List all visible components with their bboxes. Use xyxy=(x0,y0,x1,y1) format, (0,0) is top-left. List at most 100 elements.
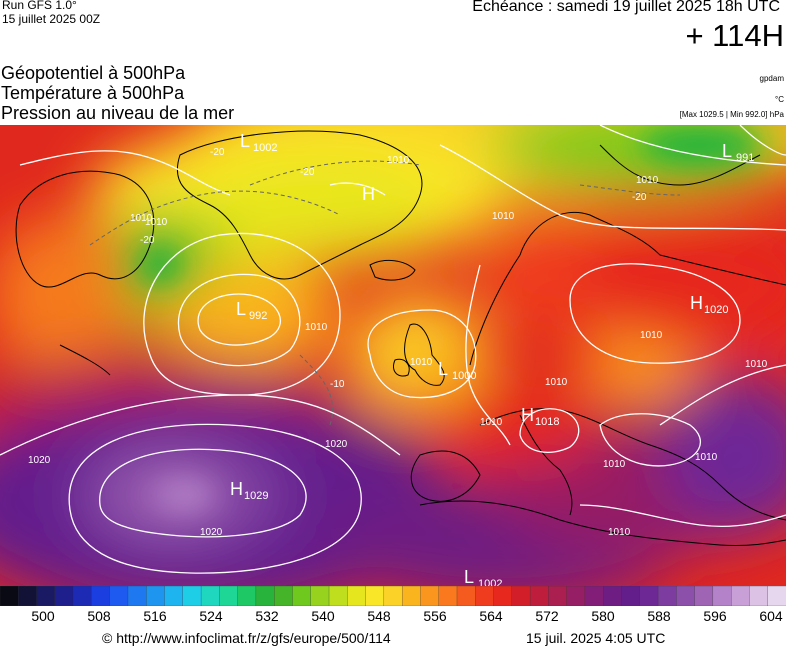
isobar-label: 1010 xyxy=(130,213,153,224)
scale-tick-label: 588 xyxy=(647,608,671,624)
isobar-label: 1010 xyxy=(387,155,410,166)
color-swatch xyxy=(127,586,147,606)
scale-tick-label: 524 xyxy=(199,608,223,624)
pressure-center-type: H xyxy=(690,293,703,313)
color-swatch xyxy=(401,586,422,606)
color-swatch xyxy=(438,586,458,606)
pressure-center-type: L xyxy=(722,141,732,161)
unit-geopotential: gpdam xyxy=(759,74,784,83)
color-swatch xyxy=(91,586,111,606)
color-swatch xyxy=(749,586,769,606)
scale-tick-label: 572 xyxy=(535,608,559,624)
color-swatch xyxy=(529,586,550,606)
scale-tick-label: 548 xyxy=(367,608,391,624)
color-swatch xyxy=(0,586,20,606)
pressure-center-type: L xyxy=(464,567,474,586)
scale-tick-label: 596 xyxy=(703,608,727,624)
geopotential-field xyxy=(0,125,786,586)
isobar-label: 1010 xyxy=(545,377,568,388)
color-swatch xyxy=(292,586,312,606)
forecast-hour: + 114H xyxy=(685,18,784,53)
isobar-label: 1020 xyxy=(28,455,51,466)
pressure-centers: L 1002 H L 992 L 991 H 1020 H 1018 H 102… xyxy=(230,131,754,586)
variable-temperature: Température à 500hPa xyxy=(1,83,185,103)
isobar-labels: 1010 1010 1010 1010 1010 1010 1010 1010 … xyxy=(28,155,768,538)
color-swatch xyxy=(72,586,93,606)
pressure-center-type: H xyxy=(362,184,375,204)
pressure-center-value: 1002 xyxy=(253,142,277,154)
color-swatch xyxy=(365,586,385,606)
color-swatch xyxy=(548,586,568,606)
coastlines xyxy=(15,130,786,547)
color-swatch xyxy=(584,586,604,606)
color-scale-bar xyxy=(0,586,786,606)
isobar-label: 1010 xyxy=(636,175,659,186)
isobar-label: 1010 xyxy=(480,417,503,428)
color-swatch xyxy=(255,586,275,606)
generation-date: 15 juil. 2025 4:05 UTC xyxy=(526,630,666,646)
color-swatch xyxy=(657,586,678,606)
color-swatch xyxy=(200,586,221,606)
unit-temperature: °C xyxy=(775,95,784,104)
color-swatch xyxy=(54,586,74,606)
temperature-label: -20 xyxy=(632,192,647,203)
color-swatch xyxy=(274,586,294,606)
scale-tick-label: 604 xyxy=(759,608,783,624)
isobars xyxy=(0,125,786,574)
variable-pressure: Pression au niveau de la mer xyxy=(1,103,235,123)
color-swatch xyxy=(493,586,513,606)
color-swatch xyxy=(146,586,166,606)
isobar-label: 1010 xyxy=(695,452,718,463)
pressure-center-type: L xyxy=(438,359,448,379)
color-swatch xyxy=(566,586,586,606)
color-swatch xyxy=(676,586,696,606)
temperature-label: -20 xyxy=(300,167,315,178)
pressure-center-type: H xyxy=(230,479,243,499)
run-label: Run GFS 1.0° xyxy=(2,0,77,12)
scale-tick-label: 508 xyxy=(87,608,111,624)
color-swatch xyxy=(712,586,732,606)
color-swatch xyxy=(603,586,623,606)
pressure-center-value: 1020 xyxy=(704,304,728,316)
color-swatch xyxy=(109,586,129,606)
pressure-center-value: 1018 xyxy=(535,416,559,428)
scale-tick-label: 556 xyxy=(423,608,447,624)
color-swatch xyxy=(328,586,349,606)
pressure-center-type: H xyxy=(521,405,534,425)
temperature-isotherms xyxy=(89,160,681,426)
color-swatch xyxy=(164,586,184,606)
temperature-labels: -20 -20 -20 -20 -10 xyxy=(140,147,647,390)
temperature-label: -10 xyxy=(330,379,345,390)
color-swatch xyxy=(456,586,477,606)
scale-tick-label: 500 xyxy=(31,608,55,624)
scale-tick-label: 516 xyxy=(143,608,167,624)
isobar-label: 1010 xyxy=(410,357,433,368)
color-swatch xyxy=(18,586,38,606)
scale-tick-label: 532 xyxy=(255,608,279,624)
color-swatch xyxy=(36,586,56,606)
pressure-center-value: 1002 xyxy=(478,578,502,586)
color-swatch xyxy=(621,586,641,606)
isobar-label: 1010 xyxy=(745,359,768,370)
color-swatch xyxy=(347,586,367,606)
weather-map: L 1002 H L 992 L 991 H 1020 H 1018 H 102… xyxy=(0,125,786,586)
temperature-label: -20 xyxy=(210,147,225,158)
source-url: © http://www.infoclimat.fr/z/gfs/europe/… xyxy=(102,630,391,646)
color-swatch xyxy=(219,586,239,606)
scale-tick-label: 580 xyxy=(591,608,615,624)
forecast-time: Echéance : samedi 19 juillet 2025 18h UT… xyxy=(472,0,780,15)
color-swatch xyxy=(420,586,440,606)
run-date: 15 juillet 2025 00Z xyxy=(2,12,101,26)
color-swatch xyxy=(383,586,403,606)
isobar-label: 1010 xyxy=(608,527,631,538)
color-swatch xyxy=(237,586,257,606)
scale-tick-label: 540 xyxy=(311,608,335,624)
isobar-label: 1010 xyxy=(492,211,515,222)
pressure-center-type: L xyxy=(236,299,246,319)
color-swatch xyxy=(475,586,495,606)
variable-geopotential: Géopotentiel à 500hPa xyxy=(1,63,186,83)
color-swatch xyxy=(182,586,202,606)
color-swatch xyxy=(310,586,330,606)
isobar-label: 1010 xyxy=(640,330,663,341)
isobar-label: 1020 xyxy=(200,527,223,538)
